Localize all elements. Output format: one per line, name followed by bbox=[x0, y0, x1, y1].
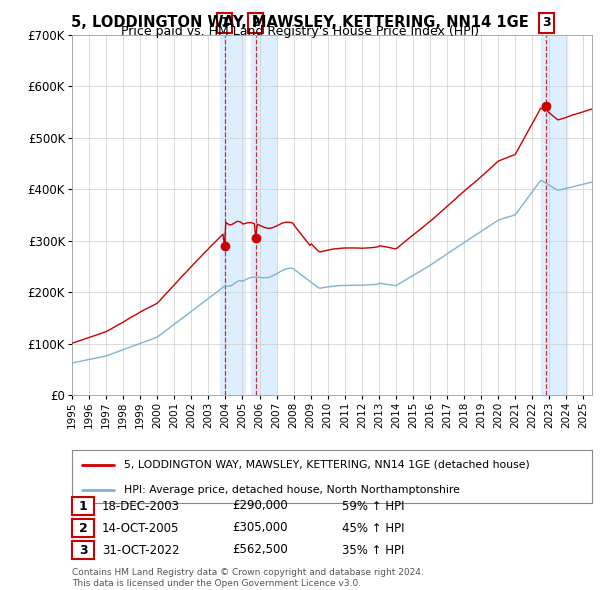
Text: 2: 2 bbox=[251, 17, 260, 30]
Text: 3: 3 bbox=[542, 17, 551, 30]
Text: HPI: Average price, detached house, North Northamptonshire: HPI: Average price, detached house, Nort… bbox=[124, 485, 460, 495]
Text: £562,500: £562,500 bbox=[232, 543, 288, 556]
Text: Price paid vs. HM Land Registry's House Price Index (HPI): Price paid vs. HM Land Registry's House … bbox=[121, 25, 479, 38]
Text: 35% ↑ HPI: 35% ↑ HPI bbox=[342, 543, 404, 556]
Text: 5, LODDINGTON WAY, MAWSLEY, KETTERING, NN14 1GE: 5, LODDINGTON WAY, MAWSLEY, KETTERING, N… bbox=[71, 15, 529, 30]
Text: 45% ↑ HPI: 45% ↑ HPI bbox=[342, 522, 404, 535]
Bar bbox=[251, 35, 277, 395]
Text: £305,000: £305,000 bbox=[232, 522, 287, 535]
Text: 2: 2 bbox=[79, 522, 88, 535]
Text: 5, LODDINGTON WAY, MAWSLEY, KETTERING, NN14 1GE (detached house): 5, LODDINGTON WAY, MAWSLEY, KETTERING, N… bbox=[124, 460, 530, 470]
Text: £290,000: £290,000 bbox=[232, 500, 288, 513]
Bar bbox=[541, 35, 567, 395]
Text: 1: 1 bbox=[220, 17, 229, 30]
Text: 18-DEC-2003: 18-DEC-2003 bbox=[102, 500, 180, 513]
Text: 1: 1 bbox=[79, 500, 88, 513]
Text: 14-OCT-2005: 14-OCT-2005 bbox=[102, 522, 179, 535]
Text: 59% ↑ HPI: 59% ↑ HPI bbox=[342, 500, 404, 513]
Text: 3: 3 bbox=[79, 543, 88, 556]
Bar bbox=[220, 35, 245, 395]
Text: 31-OCT-2022: 31-OCT-2022 bbox=[102, 543, 179, 556]
Text: Contains HM Land Registry data © Crown copyright and database right 2024.
This d: Contains HM Land Registry data © Crown c… bbox=[72, 568, 424, 588]
